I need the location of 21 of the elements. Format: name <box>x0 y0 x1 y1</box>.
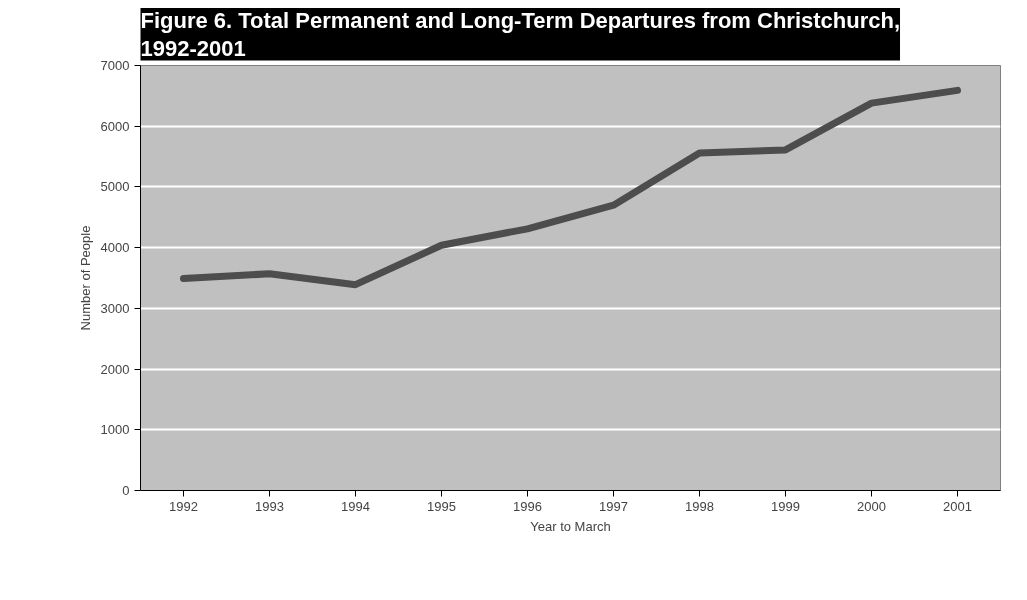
x-tick-label: 1997 <box>599 498 628 514</box>
x-tick-label: 1995 <box>427 498 456 514</box>
y-tick-label: 0 <box>122 483 130 498</box>
y-tick-label: 4000 <box>100 240 130 256</box>
y-tick-label: 5000 <box>100 179 130 195</box>
y-tick-label: 7000 <box>100 58 130 73</box>
x-tick-label: 1996 <box>513 498 542 514</box>
y-tick-label: 3000 <box>100 300 130 316</box>
x-tick-label: 1999 <box>771 498 800 514</box>
chart-title: Figure 6. Total Permanent and Long-Term Departures from Christchurch, 1992-2001 <box>140 8 901 61</box>
y-tick-label: 6000 <box>100 118 130 134</box>
y-tick-label: 2000 <box>100 361 130 377</box>
x-axis-title: Year to March <box>530 518 611 534</box>
y-tick-label: 1000 <box>100 422 130 438</box>
y-axis-title: Number of People <box>77 225 93 331</box>
x-tick-label: 2000 <box>857 498 886 514</box>
x-tick-label: 1992 <box>169 498 198 514</box>
x-tick-label: 2001 <box>943 498 972 514</box>
x-tick-label: 1998 <box>685 498 714 514</box>
x-tick-label: 1993 <box>255 498 284 514</box>
x-tick-label: 1994 <box>341 498 370 514</box>
